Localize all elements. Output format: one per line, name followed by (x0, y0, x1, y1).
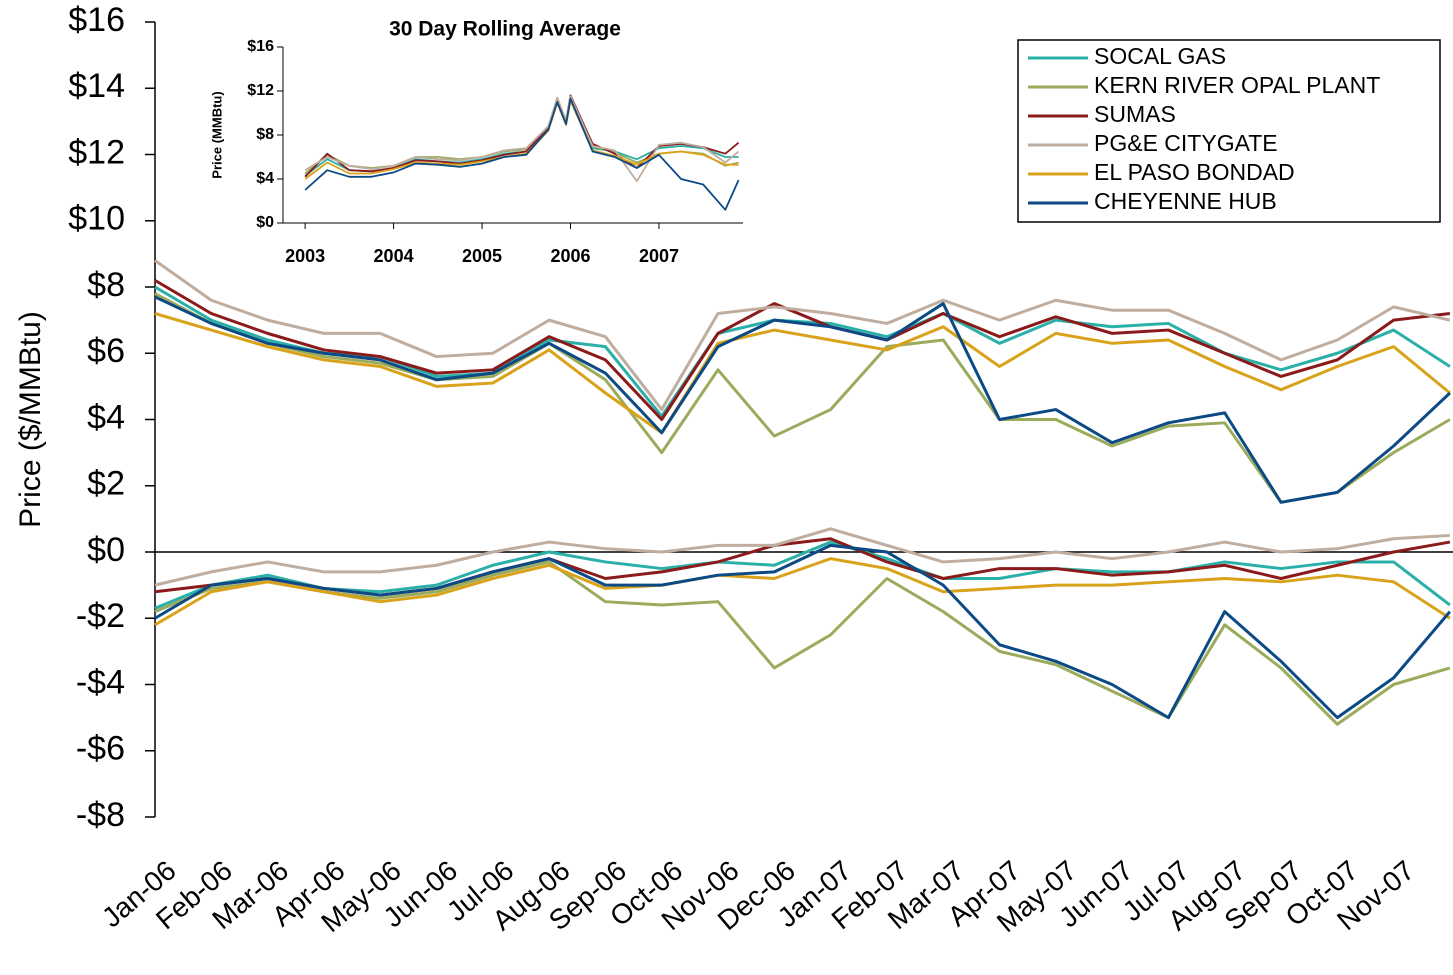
series-line (154, 292, 1451, 504)
inset-y-tick-label: $12 (247, 82, 274, 99)
series-line (154, 312, 1451, 435)
inset-x-tick-label: 2006 (550, 246, 590, 266)
y-tick-label: -$2 (76, 597, 125, 635)
legend-label: PG&E CITYGATE (1094, 130, 1278, 156)
y-tick-label: $0 (87, 531, 125, 569)
legend-box (1017, 39, 1441, 223)
series-line (304, 95, 740, 183)
series-line (154, 557, 1451, 627)
y-tick-label: $16 (68, 1, 125, 39)
inset-y-tick-label: $0 (256, 214, 274, 231)
y-tick-label: $6 (87, 332, 125, 370)
inset-y-tick-label: $16 (247, 38, 274, 55)
inset-x-tick-label: 2005 (462, 246, 502, 266)
inset-x-tick-label: 2004 (374, 246, 414, 266)
legend-label: KERN RIVER OPAL PLANT (1094, 72, 1380, 98)
series-line (304, 97, 740, 211)
y-tick-label: -$4 (76, 663, 125, 701)
legend-label: SOCAL GAS (1094, 43, 1226, 69)
y-tick-label: -$8 (76, 796, 125, 834)
series-line (154, 279, 1451, 421)
y-tick-label: -$6 (76, 730, 125, 768)
series-line (154, 295, 1451, 504)
series-line (154, 560, 1451, 726)
inset-background (200, 10, 775, 275)
inset-x-tick-label: 2007 (639, 246, 679, 266)
inset-title: 30 Day Rolling Average (389, 18, 621, 41)
inset-y-label: Price (MMBtu) (209, 91, 224, 178)
inset-y-tick-label: $8 (256, 126, 274, 143)
series-line (154, 527, 1450, 587)
y-axis-label: Price ($/MMBtu) (14, 311, 47, 528)
legend-label: SUMAS (1094, 101, 1176, 127)
y-tick-label: $14 (68, 67, 125, 105)
y-tick-label: $12 (68, 133, 125, 171)
y-tick-label: $8 (87, 266, 125, 304)
series-line (154, 543, 1452, 720)
y-tick-label: $10 (68, 200, 125, 238)
inset-y-tick-label: $4 (256, 170, 274, 187)
legend-label: CHEYENNE HUB (1094, 188, 1277, 214)
y-tick-label: $4 (87, 398, 125, 436)
series-line (154, 540, 1451, 610)
legend-label: EL PASO BONDAD (1094, 159, 1295, 185)
inset-x-tick-label: 2003 (285, 246, 325, 266)
y-tick-label: $2 (87, 465, 125, 503)
series-line (154, 259, 1451, 412)
